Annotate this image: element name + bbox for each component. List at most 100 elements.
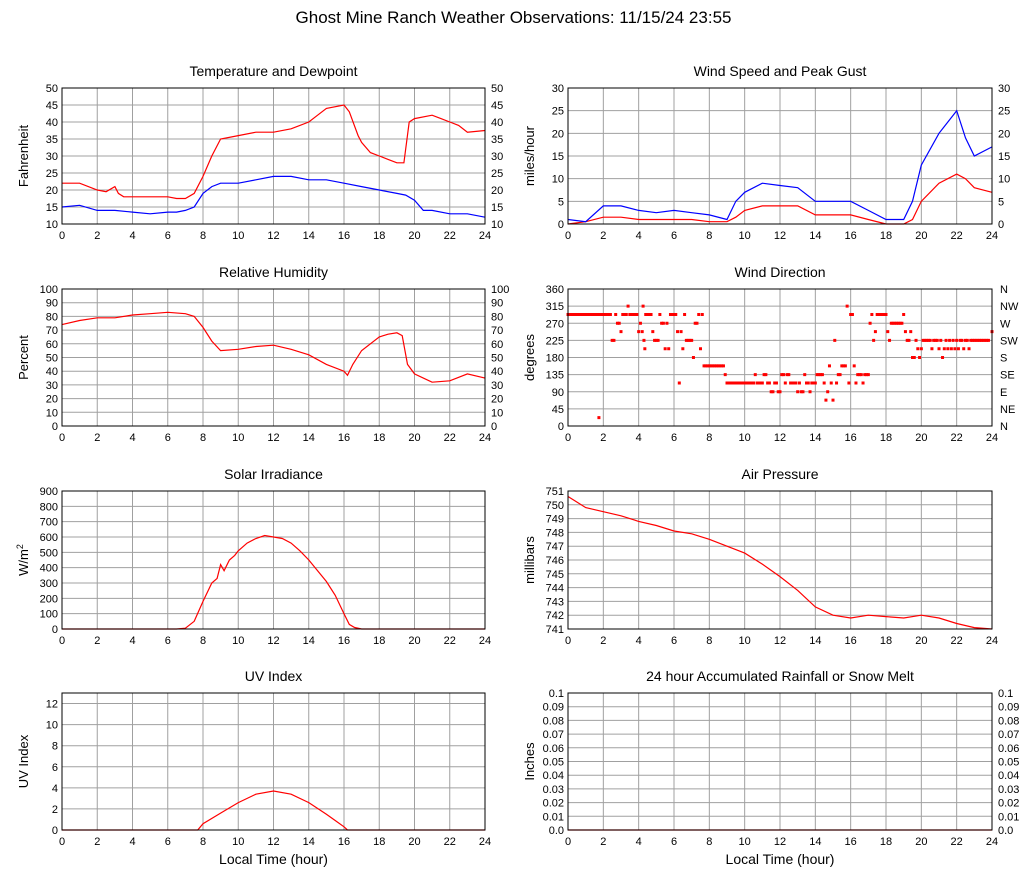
y-tick-label: 0.1 <box>549 688 564 700</box>
wind-direction-point <box>783 381 787 385</box>
wind-direction-point <box>861 381 865 385</box>
y-tick-label-right: 40 <box>491 117 503 129</box>
x-axis-label: Local Time (hour) <box>219 851 328 867</box>
x-tick-label: 20 <box>915 230 927 242</box>
x-tick-label: 4 <box>636 635 642 647</box>
x-tick-label: 4 <box>129 635 135 647</box>
wind-direction-point <box>845 304 849 308</box>
y-tick-label-right: 30 <box>491 380 503 392</box>
wind-direction-point <box>748 381 752 385</box>
x-tick-label: 22 <box>951 230 963 242</box>
wind-direction-point <box>879 312 883 316</box>
wind-direction-point <box>653 338 657 342</box>
x-tick-label: 24 <box>986 635 998 647</box>
y-tick-label: 0.05 <box>543 757 564 769</box>
wind-direction-point <box>681 347 685 351</box>
x-tick-label: 4 <box>129 432 135 444</box>
y-tick-label-right: 0.0 <box>998 825 1013 837</box>
wind-direction-point <box>790 381 794 385</box>
wind-direction-point <box>900 321 904 325</box>
wind-direction-point <box>661 321 665 325</box>
y-tick-label: 0.02 <box>543 798 564 810</box>
x-tick-label: 10 <box>232 230 244 242</box>
y-axis-label: Fahrenheit <box>16 125 31 188</box>
wind-direction-point <box>755 381 759 385</box>
x-tick-label: 0 <box>59 230 65 242</box>
wind-direction-point <box>684 338 688 342</box>
y-tick-label-right: N <box>1000 421 1008 433</box>
y-tick-label: 742 <box>546 610 564 622</box>
x-tick-label: 24 <box>986 836 998 848</box>
x-tick-label: 8 <box>706 836 712 848</box>
wind-direction-point <box>794 381 798 385</box>
y-tick-label: 90 <box>552 387 564 399</box>
wind-direction-point <box>667 347 671 351</box>
y-tick-label: 5 <box>558 196 564 208</box>
wind-direction-point <box>898 321 902 325</box>
y-tick-label-right: 0.03 <box>998 784 1019 796</box>
wind-direction-point <box>877 312 881 316</box>
wind-direction-point <box>617 321 621 325</box>
wind-direction-point <box>907 338 911 342</box>
wind-direction-point <box>854 381 858 385</box>
wind-direction-point <box>753 373 757 377</box>
y-tick-label-right: NW <box>1000 301 1019 313</box>
wind-direction-point <box>695 321 699 325</box>
y-tick-label-right: 10 <box>491 407 503 419</box>
x-tick-label: 6 <box>671 836 677 848</box>
wind-direction-point <box>767 381 771 385</box>
x-tick-label: 24 <box>986 230 998 242</box>
y-tick-label-right: 35 <box>491 134 503 146</box>
series-line-red <box>62 790 485 831</box>
y-tick-label: 45 <box>552 404 564 416</box>
y-tick-label-right: 15 <box>998 151 1010 163</box>
wind-direction-point <box>822 381 826 385</box>
y-tick-label-right: 30 <box>491 151 503 163</box>
wind-direction-point <box>932 338 936 342</box>
wind-direction-point <box>843 364 847 368</box>
y-tick-label-right: 0.06 <box>998 743 1019 755</box>
y-axis-label: millibars <box>522 536 537 584</box>
x-tick-label: 20 <box>915 836 927 848</box>
x-tick-label: 2 <box>600 432 606 444</box>
y-tick-label: 40 <box>46 117 58 129</box>
wind-direction-point <box>803 373 807 377</box>
wind-direction-point <box>699 347 702 351</box>
wind-direction-point <box>752 381 755 385</box>
series-line-blue <box>567 109 993 223</box>
y-tick-label: 0.03 <box>543 784 564 796</box>
wind-direction-point <box>721 364 725 368</box>
y-tick-label: 20 <box>46 394 58 406</box>
x-tick-label: 4 <box>129 836 135 848</box>
y-tick-label: 0.09 <box>543 702 564 714</box>
y-tick-label: 100 <box>40 609 58 621</box>
x-tick-label: 16 <box>845 836 857 848</box>
x-tick-label: 18 <box>880 836 892 848</box>
wind-direction-point <box>640 330 644 334</box>
wind-direction-point <box>725 381 729 385</box>
wind-direction-point <box>949 347 953 351</box>
y-tick-label: 35 <box>46 134 58 146</box>
wind-direction-point <box>824 398 828 402</box>
wind-direction-point <box>919 347 923 351</box>
y-tick-label: 0.0 <box>549 825 564 837</box>
wind-direction-point <box>812 381 816 385</box>
y-tick-label: 60 <box>46 339 58 351</box>
wind-direction-point <box>955 338 959 342</box>
y-tick-label-right: 0.07 <box>998 729 1019 741</box>
wind-direction-point <box>863 373 867 377</box>
x-tick-label: 6 <box>671 230 677 242</box>
wind-direction-point <box>760 381 764 385</box>
wind-direction-point <box>573 312 577 316</box>
y-axis-label: degrees <box>522 334 537 381</box>
x-tick-label: 2 <box>94 230 100 242</box>
y-tick-label: 30 <box>46 380 58 392</box>
wind-direction-point <box>865 373 869 377</box>
wind-direction-point <box>831 398 835 402</box>
plot-frame <box>61 288 486 427</box>
x-tick-label: 18 <box>880 635 892 647</box>
